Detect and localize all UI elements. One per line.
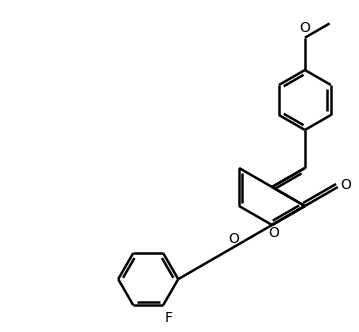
Text: O: O (228, 232, 239, 246)
Text: O: O (340, 178, 351, 192)
Text: O: O (269, 226, 279, 240)
Text: F: F (164, 311, 172, 325)
Text: O: O (299, 21, 310, 35)
